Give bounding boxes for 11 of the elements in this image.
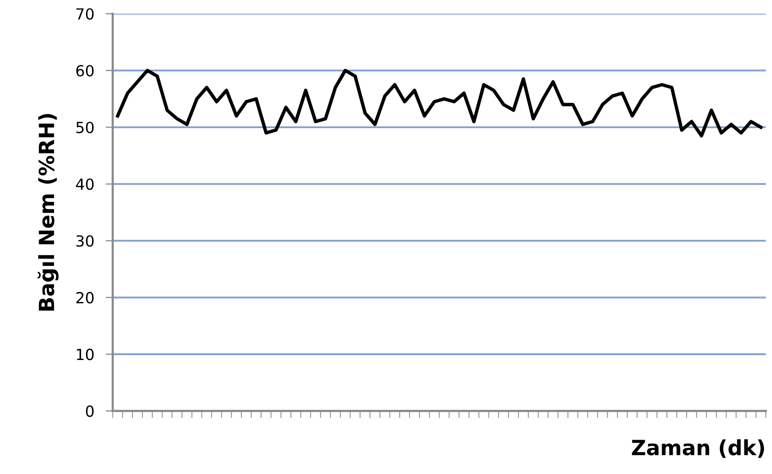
y-tick-label: 0 <box>86 405 94 417</box>
y-tick-label: 40 <box>76 178 94 190</box>
y-tick-label: 70 <box>76 8 94 20</box>
y-axis-title: Bağıl Nem (%RH) <box>38 114 59 311</box>
y-tick-label: 50 <box>76 122 94 134</box>
line-series <box>116 68 763 138</box>
x-axis-title: Zaman (dk) <box>632 439 764 458</box>
y-tick-label: 30 <box>76 235 94 247</box>
y-tick-label: 60 <box>76 64 94 77</box>
y-tick-label: 10 <box>76 348 94 360</box>
y-tick-label: 20 <box>76 292 94 304</box>
